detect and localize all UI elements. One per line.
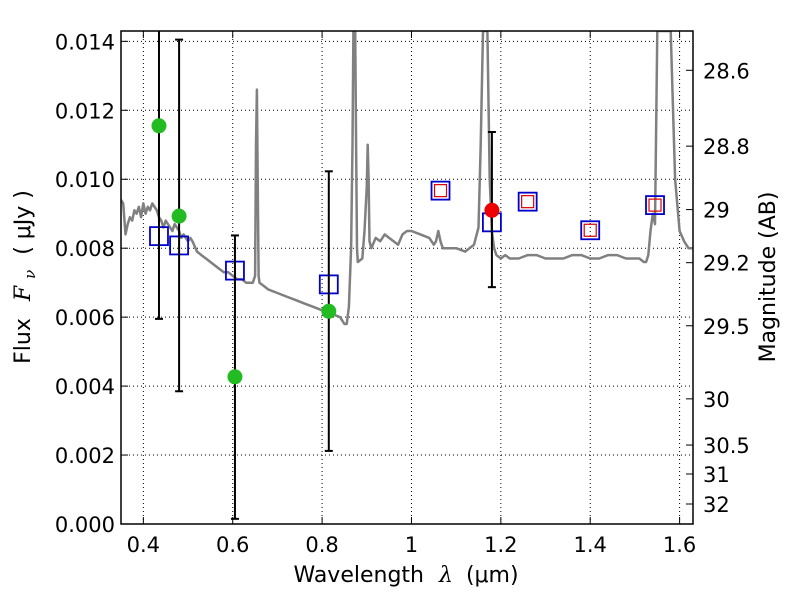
x-axis-title-symbol: λ: [438, 563, 453, 588]
y2-tick-label: 32: [703, 493, 730, 517]
y2-tick-label: 30.5: [703, 434, 750, 458]
x-axis-title-unit: (μm): [466, 563, 519, 588]
y2-tick-label: 28.6: [703, 59, 750, 83]
axis-ticks: 0.4 0.6 0.8 1 1.2 1.4 1.6 0.000 0.002 0.004 0.006 0…: [55, 30, 750, 557]
model-photometry-square: [580, 220, 601, 241]
grid-lines: [121, 31, 693, 525]
y2-axis-title: Magnitude (AB): [756, 192, 781, 363]
y-tick-label: 0.000: [55, 513, 115, 537]
plot-frame: [120, 30, 694, 525]
y-tick-label: 0.006: [55, 306, 115, 330]
upper-limit-square: [433, 184, 448, 198]
hst-detection-point: [227, 369, 243, 385]
hst-detection-point: [151, 118, 167, 134]
y2-tick-label: 30: [703, 388, 730, 412]
hst-detection-point: [171, 208, 187, 224]
x-axis-title: Wavelength λ (μm): [293, 563, 518, 588]
x-tick-label: 0.8: [305, 533, 338, 557]
x-tick-label: 0.4: [127, 533, 160, 557]
x-tick-label: 1.2: [484, 533, 517, 557]
y-tick-label: 0.012: [55, 99, 115, 123]
spitzer-detection-point: [484, 202, 500, 218]
upper-limit-square: [648, 198, 662, 212]
y-axis-title: Flux F ν ( μJy ): [11, 190, 41, 364]
y-axis-title-text: Flux: [11, 318, 36, 364]
y-tick-label: 0.014: [55, 30, 115, 54]
y-tick-label: 0.004: [55, 375, 115, 399]
x-tick-label: 1.6: [663, 533, 696, 557]
y-axis-title-symbol-sub: ν: [21, 270, 39, 279]
y-axis-title-symbol: F: [11, 285, 36, 302]
model-photometry-square: [430, 180, 451, 201]
x-tick-label: 0.6: [216, 533, 249, 557]
upper-limit-square: [521, 195, 535, 209]
x-tick-label: 1.4: [574, 533, 607, 557]
y2-tick-label: 31: [703, 463, 730, 487]
y2-tick-label: 29.2: [703, 252, 750, 276]
y-tick-label: 0.008: [55, 237, 115, 261]
model-photometry-square: [645, 195, 665, 216]
x-axis-title-text: Wavelength: [293, 563, 424, 588]
y2-tick-label: 29: [703, 199, 730, 223]
plot-content: [121, 31, 693, 520]
x-tick-label: 1: [405, 533, 418, 557]
model-photometry-square: [517, 191, 538, 212]
y-axis-title-unit: ( μJy ): [11, 190, 36, 255]
upper-limit-square: [583, 223, 597, 237]
y-tick-label: 0.010: [55, 168, 115, 192]
y2-tick-label: 28.8: [703, 135, 750, 159]
y2-tick-label: 29.5: [703, 315, 750, 339]
model-spectrum-line: [121, 31, 693, 326]
hst-detection-point: [321, 303, 337, 319]
y-tick-label: 0.002: [55, 444, 115, 468]
